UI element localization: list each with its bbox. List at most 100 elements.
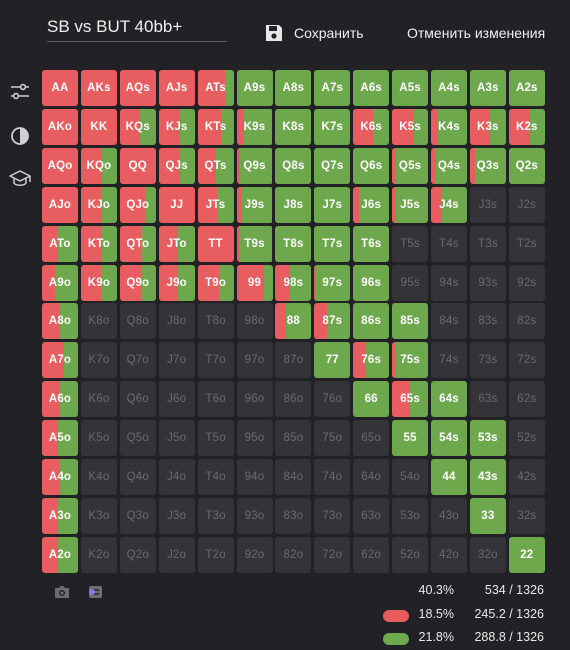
hand-cell-T7o[interactable]: T7o: [197, 342, 234, 379]
hand-cell-K7s[interactable]: K7s: [314, 108, 351, 145]
hand-cell-53s[interactable]: 53s: [469, 420, 506, 457]
hand-cell-42o[interactable]: 42o: [431, 536, 467, 573]
hand-cell-K3s[interactable]: K3s: [469, 108, 506, 145]
hand-cell-Q7o[interactable]: Q7o: [119, 342, 156, 379]
save-button[interactable]: Сохранить: [264, 20, 364, 46]
hand-cell-KK[interactable]: KK: [80, 108, 117, 145]
hand-cell-J5s[interactable]: J5s: [392, 186, 429, 223]
hand-cell-T4o[interactable]: T4o: [197, 459, 234, 495]
hand-cell-J7s[interactable]: J7s: [314, 186, 351, 223]
hand-cell-64s[interactable]: 64s: [431, 381, 467, 418]
hand-cell-97o[interactable]: 97o: [236, 342, 273, 379]
hand-cell-T6s[interactable]: T6s: [353, 225, 390, 262]
hand-cell-A3o[interactable]: A3o: [42, 497, 78, 534]
hand-cell-T9o[interactable]: T9o: [197, 264, 234, 301]
contrast-icon[interactable]: [9, 125, 31, 147]
hand-cell-A3s[interactable]: A3s: [469, 70, 506, 106]
hand-cell-A7s[interactable]: A7s: [314, 70, 351, 106]
hand-cell-Q4o[interactable]: Q4o: [119, 459, 156, 495]
hand-cell-QJs[interactable]: QJs: [158, 147, 195, 184]
hand-cell-Q3s[interactable]: Q3s: [469, 147, 506, 184]
hand-cell-J8o[interactable]: J8o: [158, 303, 195, 340]
hand-cell-53o[interactable]: 53o: [392, 497, 429, 534]
hand-cell-63s[interactable]: 63s: [469, 381, 506, 418]
hand-cell-94o[interactable]: 94o: [236, 459, 273, 495]
hand-cell-87s[interactable]: 87s: [314, 303, 351, 340]
hand-cell-JTs[interactable]: JTs: [197, 186, 234, 223]
hand-cell-86o[interactable]: 86o: [275, 381, 312, 418]
hand-cell-87o[interactable]: 87o: [275, 342, 312, 379]
hand-cell-84o[interactable]: 84o: [275, 459, 312, 495]
sliders-icon[interactable]: [9, 81, 31, 103]
hand-cell-A4s[interactable]: A4s: [431, 70, 467, 106]
hand-cell-75s[interactable]: 75s: [392, 342, 429, 379]
hand-cell-J2o[interactable]: J2o: [158, 536, 195, 573]
hand-cell-63o[interactable]: 63o: [353, 497, 390, 534]
hand-cell-72s[interactable]: 72s: [508, 342, 545, 379]
hand-cell-65o[interactable]: 65o: [353, 420, 390, 457]
hand-cell-T7s[interactable]: T7s: [314, 225, 351, 262]
hand-cell-44[interactable]: 44: [431, 459, 467, 495]
hand-cell-J3s[interactable]: J3s: [469, 186, 506, 223]
hand-cell-86s[interactable]: 86s: [353, 303, 390, 340]
hand-cell-K5s[interactable]: K5s: [392, 108, 429, 145]
camera-icon[interactable]: [54, 585, 70, 599]
hand-cell-82o[interactable]: 82o: [275, 536, 312, 573]
hand-cell-32s[interactable]: 32s: [508, 497, 545, 534]
hand-cell-A8o[interactable]: A8o: [42, 303, 78, 340]
hand-cell-A6s[interactable]: A6s: [353, 70, 390, 106]
hand-cell-72o[interactable]: 72o: [314, 536, 351, 573]
hand-cell-Q2o[interactable]: Q2o: [119, 536, 156, 573]
hand-cell-A9s[interactable]: A9s: [236, 70, 273, 106]
hand-cell-85s[interactable]: 85s: [392, 303, 429, 340]
hand-cell-ATs[interactable]: ATs: [197, 70, 234, 106]
hand-cell-84s[interactable]: 84s: [431, 303, 467, 340]
hand-cell-KTs[interactable]: KTs: [197, 108, 234, 145]
hand-cell-A5s[interactable]: A5s: [392, 70, 429, 106]
cancel-changes-button[interactable]: Отменить изменения: [407, 25, 546, 41]
hand-cell-77[interactable]: 77: [314, 342, 351, 379]
hand-cell-K5o[interactable]: K5o: [80, 420, 117, 457]
hand-cell-J5o[interactable]: J5o: [158, 420, 195, 457]
hand-cell-AJo[interactable]: AJo: [42, 186, 78, 223]
hand-cell-Q6s[interactable]: Q6s: [353, 147, 390, 184]
hand-cell-QTo[interactable]: QTo: [119, 225, 156, 262]
hand-cell-JJ[interactable]: JJ: [158, 186, 195, 223]
hand-cell-Q5s[interactable]: Q5s: [392, 147, 429, 184]
hand-cell-74s[interactable]: 74s: [431, 342, 467, 379]
hand-cell-92s[interactable]: 92s: [508, 264, 545, 301]
hand-cell-JTo[interactable]: JTo: [158, 225, 195, 262]
graduation-cap-icon[interactable]: [9, 168, 31, 190]
hand-cell-J6o[interactable]: J6o: [158, 381, 195, 418]
hand-cell-95o[interactable]: 95o: [236, 420, 273, 457]
hand-cell-73s[interactable]: 73s: [469, 342, 506, 379]
hand-cell-76s[interactable]: 76s: [353, 342, 390, 379]
hand-cell-T2s[interactable]: T2s: [508, 225, 545, 262]
hand-cell-93o[interactable]: 93o: [236, 497, 273, 534]
hand-cell-AKo[interactable]: AKo: [42, 108, 78, 145]
range-title-input[interactable]: SB vs BUT 40bb+: [47, 12, 227, 42]
hand-cell-95s[interactable]: 95s: [392, 264, 429, 301]
hand-cell-74o[interactable]: 74o: [314, 459, 351, 495]
hand-cell-76o[interactable]: 76o: [314, 381, 351, 418]
hand-cell-52s[interactable]: 52s: [508, 420, 545, 457]
hand-cell-T4s[interactable]: T4s: [431, 225, 467, 262]
hand-cell-A2o[interactable]: A2o: [42, 536, 78, 573]
hand-cell-J9o[interactable]: J9o: [158, 264, 195, 301]
hand-cell-K3o[interactable]: K3o: [80, 497, 117, 534]
hand-cell-75o[interactable]: 75o: [314, 420, 351, 457]
hand-cell-54s[interactable]: 54s: [431, 420, 467, 457]
hand-cell-T8o[interactable]: T8o: [197, 303, 234, 340]
hand-cell-62s[interactable]: 62s: [508, 381, 545, 418]
hand-cell-AKs[interactable]: AKs: [80, 70, 117, 106]
hand-cell-22[interactable]: 22: [508, 536, 545, 573]
hand-cell-Q7s[interactable]: Q7s: [314, 147, 351, 184]
hand-cell-QTs[interactable]: QTs: [197, 147, 234, 184]
hand-cell-32o[interactable]: 32o: [469, 536, 506, 573]
hand-cell-33[interactable]: 33: [469, 497, 506, 534]
hand-cell-T5o[interactable]: T5o: [197, 420, 234, 457]
hand-cell-AA[interactable]: AA: [42, 70, 78, 106]
hand-cell-98o[interactable]: 98o: [236, 303, 273, 340]
hand-cell-QJo[interactable]: QJo: [119, 186, 156, 223]
hand-cell-A7o[interactable]: A7o: [42, 342, 78, 379]
